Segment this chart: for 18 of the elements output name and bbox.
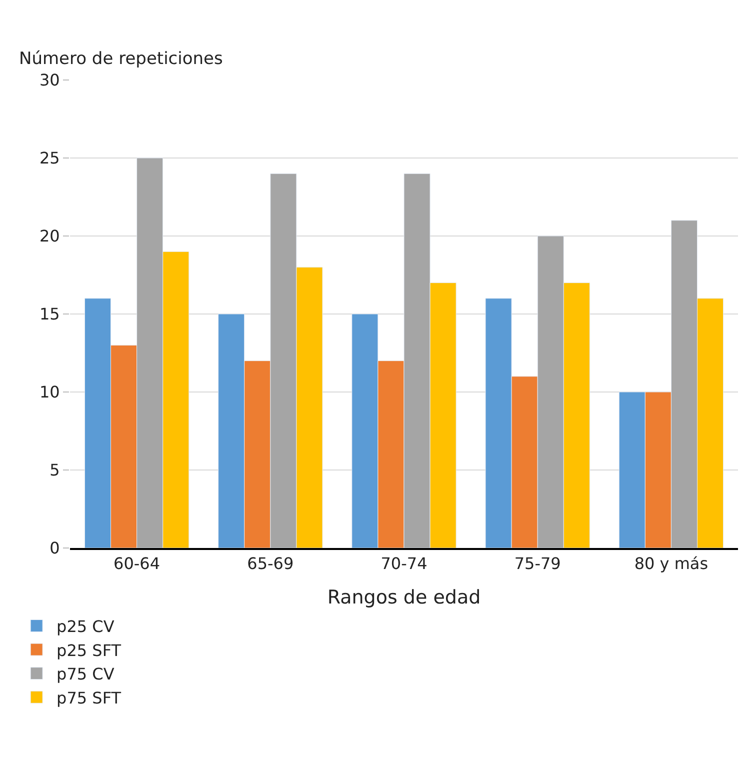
y-tick-label: 15 <box>39 304 60 324</box>
x-tick-label: 65-69 <box>247 554 294 574</box>
x-axis-title: Rangos de edad <box>327 586 481 608</box>
y-tick-label: 0 <box>50 538 60 558</box>
y-tick-label: 10 <box>39 382 60 402</box>
x-tick-label: 70-74 <box>380 554 428 574</box>
legend-label: p75 SFT <box>56 688 122 708</box>
y-tick-label: 30 <box>39 70 60 90</box>
y-tick-label: 5 <box>50 460 60 480</box>
legend-label: p25 SFT <box>56 640 122 660</box>
legend-label: p25 CV <box>56 616 114 636</box>
legend-label: p75 CV <box>56 664 114 684</box>
y-tick-label: 20 <box>39 226 60 246</box>
y-axis-title: Número de repeticiones <box>19 49 223 69</box>
y-tick-label: 25 <box>39 148 60 168</box>
x-tick-label: 75-79 <box>514 554 561 574</box>
x-tick-label: 80 y más <box>634 554 708 574</box>
x-tick-label: 60-64 <box>114 554 160 574</box>
